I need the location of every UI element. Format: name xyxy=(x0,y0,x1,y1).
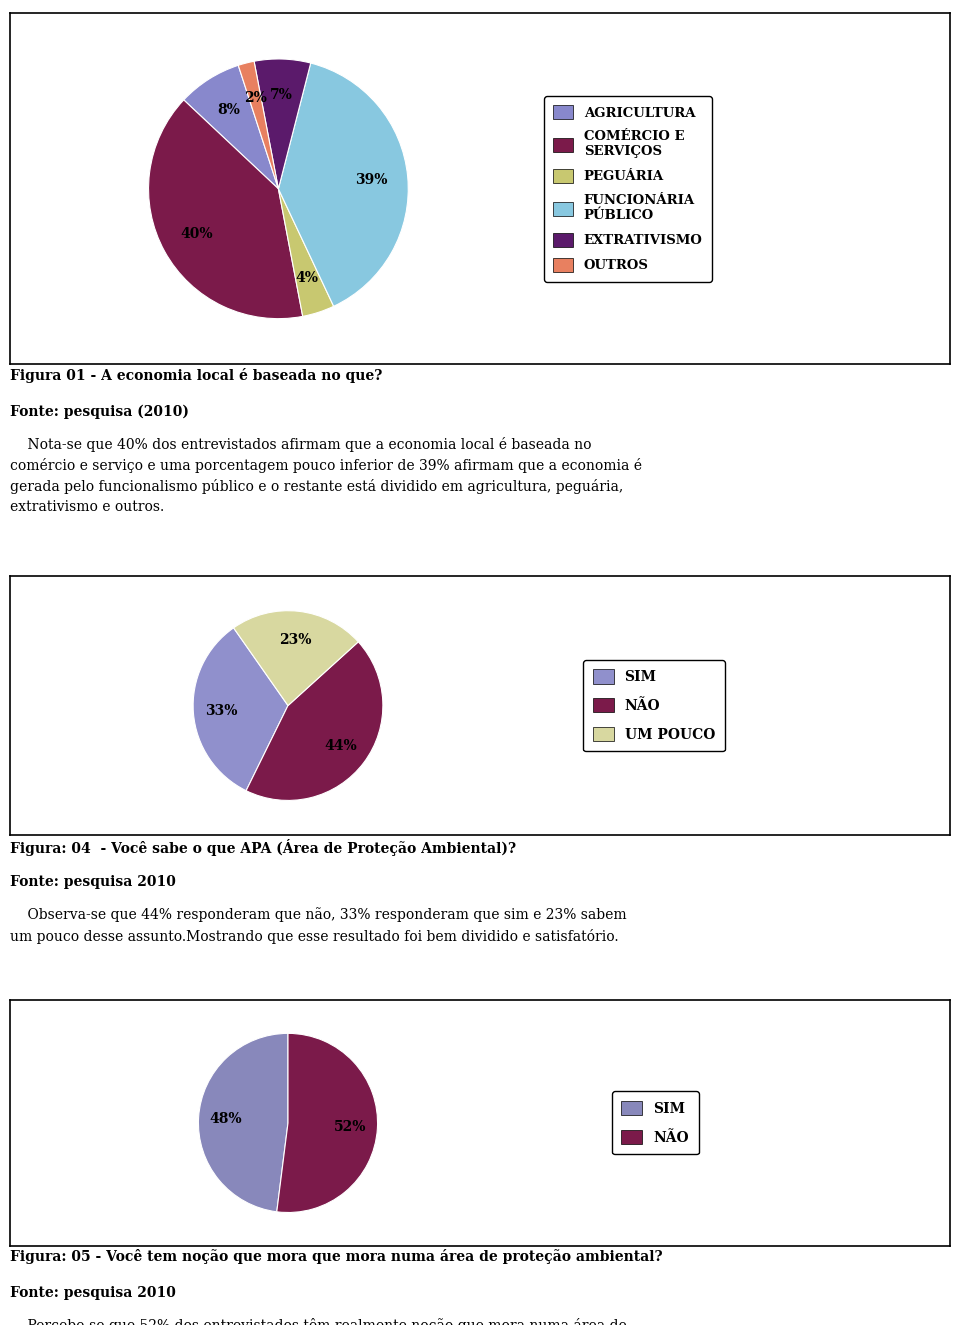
Text: 23%: 23% xyxy=(279,632,312,647)
Wedge shape xyxy=(193,628,288,791)
Wedge shape xyxy=(276,1034,377,1212)
Text: 52%: 52% xyxy=(334,1120,367,1134)
Text: 48%: 48% xyxy=(209,1112,242,1126)
Wedge shape xyxy=(199,1034,288,1212)
Legend: SIM, NÃO, UM POUCO: SIM, NÃO, UM POUCO xyxy=(583,660,725,751)
Text: 39%: 39% xyxy=(355,174,388,187)
Wedge shape xyxy=(233,611,358,706)
Text: Fonte: pesquisa 2010: Fonte: pesquisa 2010 xyxy=(10,1285,176,1300)
Text: Nota-se que 40% dos entrevistados afirmam que a economia local é baseada no
comé: Nota-se que 40% dos entrevistados afirma… xyxy=(10,437,641,514)
Text: 2%: 2% xyxy=(244,91,267,105)
Text: Fonte: pesquisa (2010): Fonte: pesquisa (2010) xyxy=(10,405,188,419)
Wedge shape xyxy=(149,99,302,318)
Text: Fonte: pesquisa 2010: Fonte: pesquisa 2010 xyxy=(10,876,176,889)
Text: 44%: 44% xyxy=(324,738,357,753)
Text: Figura: 05 - Você tem noção que mora que mora numa área de proteção ambiental?: Figura: 05 - Você tem noção que mora que… xyxy=(10,1249,662,1264)
Text: Observa-se que 44% responderam que não, 33% responderam que sim e 23% sabem
um p: Observa-se que 44% responderam que não, … xyxy=(10,908,626,943)
Wedge shape xyxy=(278,64,408,306)
Wedge shape xyxy=(238,61,278,189)
Legend: SIM, NÃO: SIM, NÃO xyxy=(612,1092,699,1154)
Wedge shape xyxy=(278,189,334,317)
Legend: AGRICULTURA, COMÉRCIO E
SERVIÇOS, PEGUÁRIA, FUNCIONÁRIA
PÚBLICO, EXTRATIVISMO, O: AGRICULTURA, COMÉRCIO E SERVIÇOS, PEGUÁR… xyxy=(544,97,712,281)
Wedge shape xyxy=(246,641,383,800)
Wedge shape xyxy=(183,65,278,189)
Wedge shape xyxy=(254,58,311,189)
Text: 7%: 7% xyxy=(270,89,293,102)
Text: 33%: 33% xyxy=(205,704,238,718)
Text: Percebe-se que 52% dos entrevistados têm realmente noção que mora numa área de
p: Percebe-se que 52% dos entrevistados têm… xyxy=(10,1318,628,1325)
Text: 40%: 40% xyxy=(180,227,213,241)
Text: 8%: 8% xyxy=(217,103,240,117)
Text: Figura 01 - A economia local é baseada no que?: Figura 01 - A economia local é baseada n… xyxy=(10,368,382,383)
Text: 4%: 4% xyxy=(296,270,319,285)
Text: Figura: 04  - Você sabe o que APA (Área de Proteção Ambiental)?: Figura: 04 - Você sabe o que APA (Área d… xyxy=(10,839,516,856)
